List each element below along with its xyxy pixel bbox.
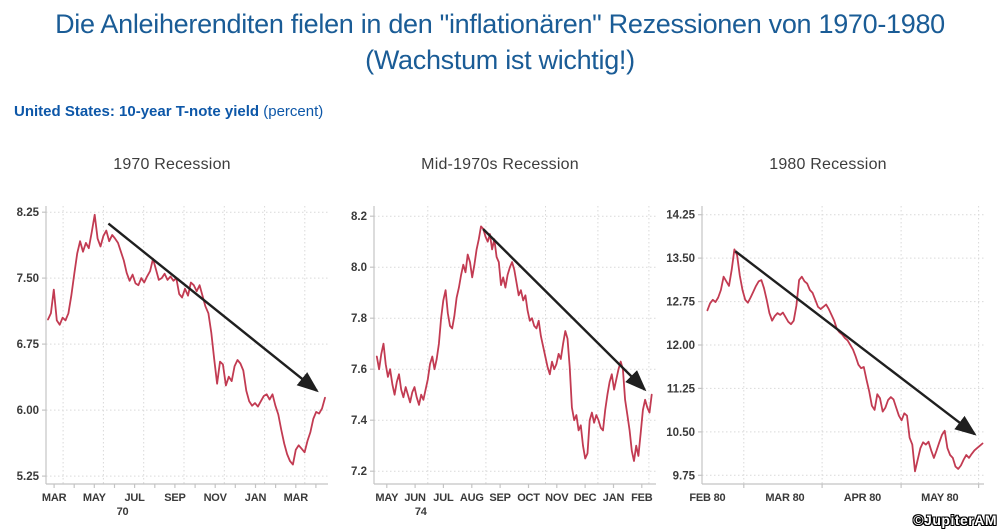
svg-text:JUL: JUL (433, 492, 454, 504)
svg-text:13.50: 13.50 (666, 253, 695, 265)
svg-text:NOV: NOV (204, 492, 228, 504)
svg-text:8.25: 8.25 (17, 207, 40, 219)
svg-text:JUL: JUL (125, 492, 146, 504)
svg-text:MAY: MAY (83, 492, 107, 504)
svg-text:70: 70 (117, 506, 129, 518)
svg-text:MAY: MAY (375, 492, 399, 504)
svg-text:12.75: 12.75 (666, 297, 695, 309)
chart-1980-recession: 1980 Recession 14.25 13.50 12.75 12.00 11.25… (662, 156, 994, 529)
chart-title-1980: 1980 Recession (769, 156, 887, 173)
chart-plot-1980: 14.25 13.50 12.75 12.00 11.25 10.50 9.75 FEB 80… (666, 206, 984, 504)
chart-plot-mid-1970s: 8.2 8.0 7.8 7.6 7.4 7.2 MAY JUN JUL AUG SEP OCT NOV D… (351, 206, 656, 518)
svg-text:FEB 80: FEB 80 (689, 492, 725, 504)
svg-text:6.75: 6.75 (17, 339, 40, 351)
svg-text:14.25: 14.25 (666, 210, 695, 222)
chart-subtitle: United States: 10-year T-note yield (per… (14, 103, 323, 120)
svg-text:8.2: 8.2 (351, 211, 367, 223)
svg-text:10.50: 10.50 (666, 427, 695, 439)
svg-text:7.50: 7.50 (17, 273, 39, 285)
page-title: Die Anleiherenditen fielen in den "infla… (55, 9, 945, 76)
chart-1970-recession: 1970 Recession 8.25 7.50 6.75 6.00 5.25 MAR MA… (6, 156, 338, 529)
svg-text:SEP: SEP (489, 492, 510, 504)
svg-text:MAR 80: MAR 80 (765, 492, 804, 504)
svg-text:APR 80: APR 80 (844, 492, 881, 504)
chart-title-mid-1970s: Mid-1970s Recession (421, 156, 579, 173)
svg-text:8.0: 8.0 (351, 262, 367, 274)
svg-text:6.00: 6.00 (17, 405, 39, 417)
svg-text:OCT: OCT (517, 492, 540, 504)
svg-text:74: 74 (415, 506, 428, 518)
svg-text:7.4: 7.4 (351, 415, 368, 427)
subtitle-series-name: United States: 10-year T-note yield (14, 103, 260, 120)
svg-text:MAY 80: MAY 80 (921, 492, 958, 504)
svg-text:JUN: JUN (404, 492, 426, 504)
svg-text:JAN: JAN (603, 492, 625, 504)
subtitle-unit: (percent) (259, 103, 324, 120)
svg-text:11.25: 11.25 (667, 383, 696, 395)
svg-text:7.8: 7.8 (351, 313, 368, 325)
svg-text:12.00: 12.00 (666, 340, 695, 352)
svg-text:9.75: 9.75 (673, 470, 696, 482)
svg-text:DEC: DEC (574, 492, 597, 504)
svg-text:MAR: MAR (42, 492, 67, 504)
chart-title-1970: 1970 Recession (113, 156, 231, 173)
svg-text:7.6: 7.6 (351, 364, 367, 376)
svg-text:JAN: JAN (245, 492, 267, 504)
svg-text:SEP: SEP (164, 492, 185, 504)
jupiter-am-watermark: ©JupiterAM (913, 512, 997, 528)
svg-text:MAR: MAR (284, 492, 309, 504)
svg-text:NOV: NOV (545, 492, 569, 504)
svg-text:7.2: 7.2 (351, 466, 367, 478)
svg-text:FEB: FEB (631, 492, 653, 504)
svg-text:5.25: 5.25 (17, 471, 40, 483)
chart-mid-1970s-recession: Mid-1970s Recession 8.2 8.0 7.8 7.6 7.4 7.2 MA… (334, 156, 666, 529)
svg-text:AUG: AUG (460, 492, 484, 504)
